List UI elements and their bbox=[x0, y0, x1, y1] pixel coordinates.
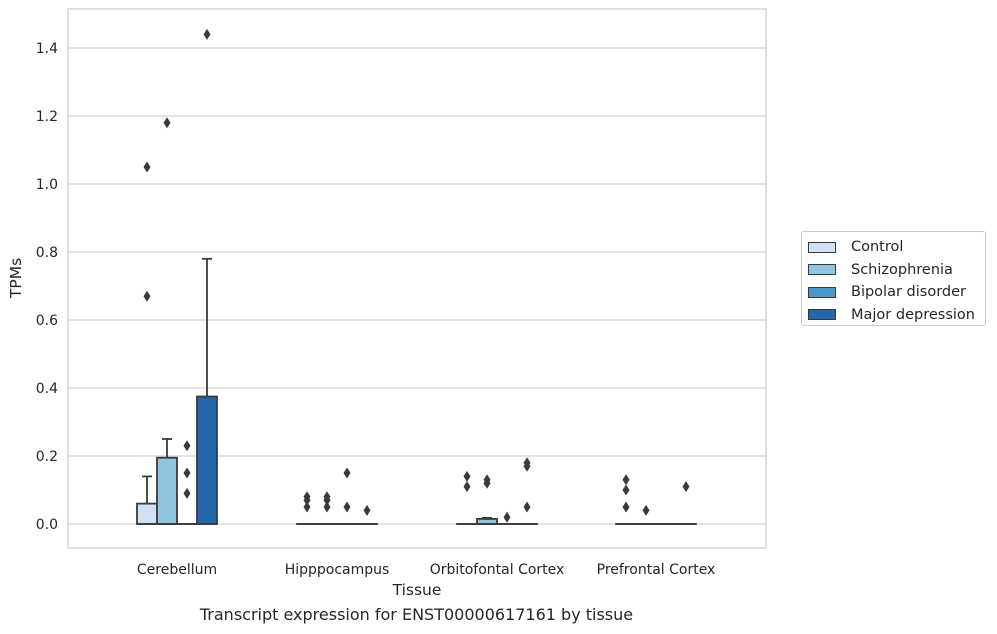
box-major-depression bbox=[196, 28, 218, 525]
legend-swatch bbox=[808, 241, 836, 253]
y-tick-label: 0.0 bbox=[36, 517, 58, 533]
outlier-point bbox=[203, 28, 211, 40]
y-tick-label: 1.2 bbox=[36, 109, 58, 125]
outlier-point bbox=[523, 501, 531, 513]
x-tick-label: Cerebellum bbox=[137, 562, 217, 578]
box-bipolar-disorder bbox=[496, 511, 518, 525]
box-body bbox=[196, 395, 218, 525]
y-tick-label: 0.4 bbox=[36, 381, 58, 397]
gridlines bbox=[68, 47, 766, 525]
outlier-point bbox=[183, 440, 191, 452]
legend-swatch bbox=[808, 264, 836, 276]
outlier-point bbox=[323, 491, 331, 503]
outlier-point bbox=[523, 457, 531, 469]
outlier-point bbox=[183, 467, 191, 479]
y-tick-label: 0.8 bbox=[36, 245, 58, 261]
outlier-point bbox=[323, 501, 331, 513]
outlier-point bbox=[682, 481, 690, 493]
legend-swatch bbox=[808, 309, 836, 321]
legend-label: Schizophrenia bbox=[851, 261, 953, 278]
legend-label: Bipolar disorder bbox=[851, 284, 966, 301]
box-control bbox=[456, 470, 478, 525]
outlier-point bbox=[343, 501, 351, 513]
legend-label: Control bbox=[851, 239, 904, 256]
legend-item: Bipolar disorder bbox=[808, 281, 985, 304]
outlier-point bbox=[343, 467, 351, 479]
legend-label: Major depression bbox=[851, 306, 975, 323]
box-major-depression bbox=[516, 457, 538, 525]
box-control bbox=[615, 474, 637, 525]
outlier-point bbox=[303, 491, 311, 503]
outlier-point bbox=[503, 511, 511, 523]
outlier-point bbox=[183, 487, 191, 499]
chart-marks bbox=[136, 28, 697, 525]
box-control bbox=[296, 491, 318, 525]
outlier-point bbox=[622, 474, 630, 486]
x-tick-label: Prefrontal Cortex bbox=[597, 562, 716, 578]
y-tick-label: 1.0 bbox=[36, 177, 58, 193]
box-schizophrenia bbox=[635, 504, 657, 525]
x-tick-label: Hipppocampus bbox=[285, 562, 390, 578]
legend-item: Major depression bbox=[808, 304, 985, 327]
legend-item: Schizophrenia bbox=[808, 259, 985, 282]
y-tick-label: 0.2 bbox=[36, 449, 58, 465]
box-body bbox=[156, 456, 178, 525]
box-schizophrenia bbox=[156, 117, 178, 525]
outlier-point bbox=[622, 501, 630, 513]
outlier-point bbox=[163, 117, 171, 129]
x-tick-label: Orbitofontal Cortex bbox=[430, 562, 565, 578]
outlier-point bbox=[143, 290, 151, 302]
box-bipolar-disorder bbox=[336, 467, 358, 525]
y-tick-labels: 0.0 0.2 0.4 0.6 0.8 1.0 1.2 1.4 bbox=[36, 41, 58, 533]
outlier-point bbox=[303, 501, 311, 513]
plot-frame bbox=[67, 8, 767, 549]
outlier-point bbox=[622, 484, 630, 496]
outlier-point bbox=[363, 504, 371, 516]
box-schizophrenia bbox=[476, 474, 498, 525]
legend-swatch bbox=[808, 286, 836, 298]
legend: Control Schizophrenia Bipolar disorder Majo… bbox=[801, 231, 986, 326]
y-tick-label: 1.4 bbox=[36, 41, 58, 57]
outlier-point bbox=[143, 161, 151, 173]
outlier-point bbox=[463, 470, 471, 482]
legend-item: Control bbox=[808, 236, 985, 259]
outlier-point bbox=[483, 474, 491, 486]
box-major-depression bbox=[356, 504, 378, 525]
y-axis-label: TPMs bbox=[7, 258, 25, 299]
box-control bbox=[136, 161, 158, 525]
box-major-depression bbox=[675, 481, 697, 525]
box-bipolar-disorder bbox=[176, 440, 198, 525]
box-body bbox=[136, 502, 158, 525]
outlier-point bbox=[463, 481, 471, 493]
chart-caption: Transcript expression for ENST0000061716… bbox=[199, 605, 634, 624]
y-tick-label: 0.6 bbox=[36, 313, 58, 329]
x-tick-labels: Cerebellum Hipppocampus Orbitofontal Corte… bbox=[137, 562, 715, 578]
box-schizophrenia bbox=[316, 491, 338, 525]
outlier-point bbox=[642, 504, 650, 516]
x-axis-label: Tissue bbox=[392, 581, 442, 599]
